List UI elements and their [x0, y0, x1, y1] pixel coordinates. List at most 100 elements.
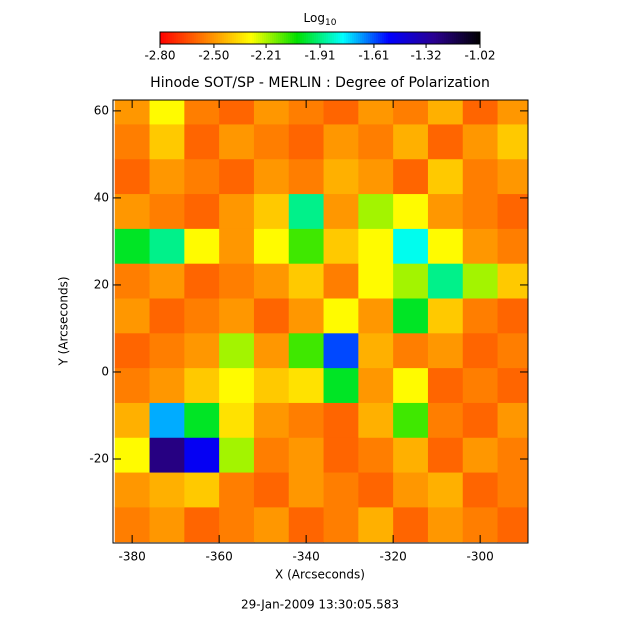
heatmap-cell [149, 100, 185, 125]
heatmap-cell [219, 472, 255, 508]
heatmap-cell [427, 263, 464, 299]
heatmap-cell [393, 158, 429, 195]
colorbar-swatch [348, 32, 351, 44]
heatmap [114, 100, 528, 543]
colorbar-swatch [306, 32, 309, 44]
heatmap-cell [462, 367, 499, 403]
colorbar-swatch [270, 32, 273, 44]
colorbar-swatch [368, 32, 371, 44]
colorbar-swatch [378, 32, 381, 44]
heatmap-cell [219, 332, 255, 369]
heatmap-cell [323, 298, 359, 334]
colorbar-swatch [264, 32, 267, 44]
heatmap-cell [253, 472, 290, 508]
colorbar-swatch [180, 32, 183, 44]
colorbar-swatch [278, 32, 281, 44]
colorbar-swatch [324, 32, 327, 44]
colorbar-swatch [212, 32, 215, 44]
colorbar-swatch [290, 32, 293, 44]
colorbar-swatch [228, 32, 231, 44]
colorbar-swatch [226, 32, 229, 44]
colorbar-swatch [448, 32, 451, 44]
colorbar-swatch [262, 32, 265, 44]
colorbar-swatch [272, 32, 275, 44]
heatmap-cell [219, 123, 255, 160]
heatmap-cell [393, 298, 429, 334]
colorbar-swatch [442, 32, 445, 44]
heatmap-cell [184, 263, 220, 299]
colorbar-swatch [398, 32, 401, 44]
heatmap-cell [253, 193, 290, 229]
colorbar-swatch [422, 32, 425, 44]
colorbar-swatch [408, 32, 411, 44]
colorbar-tick-label: -1.02 [464, 49, 495, 63]
x-tick-label: -300 [467, 550, 494, 564]
heatmap-cell [114, 298, 151, 334]
heatmap-cell [393, 193, 429, 229]
colorbar-swatch [258, 32, 261, 44]
colorbar-swatch [294, 32, 297, 44]
heatmap-cell [427, 228, 464, 264]
heatmap-cell [253, 437, 290, 473]
heatmap-cell [149, 437, 185, 473]
y-tick-label: 60 [94, 103, 109, 117]
colorbar-swatch [474, 32, 477, 44]
heatmap-cell [288, 193, 325, 229]
colorbar-tick-label: -2.50 [198, 49, 229, 63]
colorbar-swatch [230, 32, 233, 44]
heatmap-cell [114, 123, 151, 160]
y-tick-label: 20 [94, 277, 109, 291]
colorbar-swatch [392, 32, 395, 44]
colorbar-swatch [388, 32, 391, 44]
heatmap-cell [219, 506, 255, 543]
colorbar-swatch [430, 32, 433, 44]
heatmap-cell [358, 298, 394, 334]
heatmap-cell [114, 263, 151, 299]
heatmap-cell [427, 367, 464, 403]
colorbar-swatch [234, 32, 237, 44]
heatmap-cell [149, 298, 185, 334]
colorbar-swatch [460, 32, 463, 44]
colorbar-swatch [252, 32, 255, 44]
heatmap-cell [462, 472, 499, 508]
colorbar-swatch [404, 32, 407, 44]
colorbar-tick-label: -2.21 [251, 49, 282, 63]
heatmap-cell [114, 228, 151, 264]
heatmap-cell [358, 228, 394, 264]
plot-frame [112, 99, 529, 544]
heatmap-cell [358, 402, 394, 438]
heatmap-cell [393, 506, 429, 543]
heatmap-cell [323, 123, 359, 160]
heatmap-cell [497, 123, 528, 160]
colorbar-swatch [164, 32, 167, 44]
colorbar-swatch [328, 32, 331, 44]
heatmap-cell [462, 158, 499, 195]
colorbar-swatch [472, 32, 475, 44]
heatmap-cell [427, 332, 464, 369]
heatmap-cell [427, 437, 464, 473]
colorbar-swatch [282, 32, 285, 44]
heatmap-cell [219, 158, 255, 195]
colorbar-swatch [268, 32, 271, 44]
colorbar-swatch [254, 32, 257, 44]
colorbar-swatch [374, 32, 377, 44]
colorbar-swatch [186, 32, 189, 44]
colorbar-swatch [384, 32, 387, 44]
colorbar-swatch [216, 32, 219, 44]
heatmap-cell [288, 158, 325, 195]
colorbar-swatch [260, 32, 263, 44]
colorbar-swatch [302, 32, 305, 44]
colorbar-swatch [192, 32, 195, 44]
heatmap-cell [219, 193, 255, 229]
heatmap-cell [462, 298, 499, 334]
y-tick-label: 0 [101, 364, 109, 378]
colorbar-swatch [166, 32, 169, 44]
colorbar-swatch [424, 32, 427, 44]
heatmap-cell [497, 228, 528, 264]
colorbar-swatch [292, 32, 295, 44]
colorbar-swatch [352, 32, 355, 44]
y-tick-label: -20 [89, 452, 109, 466]
colorbar-swatch [372, 32, 375, 44]
heatmap-cell [149, 506, 185, 543]
heatmap-cell [184, 402, 220, 438]
